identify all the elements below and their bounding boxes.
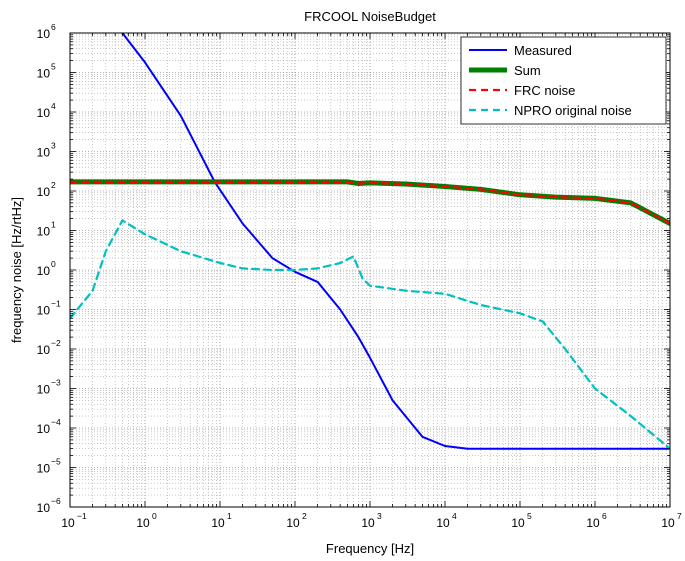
y-tick-label: 10 xyxy=(37,501,51,515)
x-tick-label: 10 xyxy=(661,516,675,530)
y-tick-exponent: 4 xyxy=(51,101,56,111)
y-tick-exponent: −4 xyxy=(51,417,61,427)
y-tick-label: 10 xyxy=(37,185,51,199)
y-tick-label: 10 xyxy=(37,383,51,397)
x-tick-exponent: 1 xyxy=(227,511,232,521)
legend: Measured Sum FRC noise NPRO original noise xyxy=(460,36,667,125)
y-tick-exponent: −1 xyxy=(51,299,61,309)
legend-label: Sum xyxy=(514,63,541,78)
x-tick-label: 10 xyxy=(511,516,525,530)
y-tick-label: 10 xyxy=(37,304,51,318)
y-tick-exponent: −2 xyxy=(51,338,61,348)
y-tick-label: 10 xyxy=(37,462,51,476)
y-tick-exponent: 1 xyxy=(51,220,56,230)
legend-label: NPRO original noise xyxy=(514,103,632,118)
x-tick-exponent: 3 xyxy=(377,511,382,521)
y-tick-label: 10 xyxy=(37,106,51,120)
legend-label: Measured xyxy=(514,43,572,58)
legend-label: FRC noise xyxy=(514,83,575,98)
y-tick-label: 10 xyxy=(37,343,51,357)
series-line-npro-original-noise xyxy=(70,219,670,450)
chart-title: FRCOOL NoiseBudget xyxy=(304,9,436,24)
x-tick-label: 10 xyxy=(211,516,225,530)
y-tick-label: 10 xyxy=(37,264,51,278)
series-line-measured xyxy=(121,33,670,450)
x-tick-exponent: 4 xyxy=(452,511,457,521)
x-axis-label: Frequency [Hz] xyxy=(326,541,414,556)
x-tick-label: 10 xyxy=(61,516,75,530)
x-tick-label: 10 xyxy=(436,516,450,530)
y-tick-label: 10 xyxy=(37,67,51,81)
x-tick-exponent: 6 xyxy=(602,511,607,521)
x-tick-label: 10 xyxy=(586,516,600,530)
y-tick-label: 10 xyxy=(37,225,51,239)
y-tick-exponent: 2 xyxy=(51,180,56,190)
y-tick-exponent: 0 xyxy=(51,259,56,269)
y-axis-label: frequency noise [Hz/rtHz] xyxy=(9,197,24,343)
y-tick-exponent: −5 xyxy=(51,457,61,467)
y-tick-exponent: 3 xyxy=(51,141,56,151)
y-tick-exponent: −3 xyxy=(51,378,61,388)
y-tick-exponent: 5 xyxy=(51,62,56,72)
y-tick-label: 10 xyxy=(37,27,51,41)
y-tick-exponent: −6 xyxy=(51,496,61,506)
x-tick-exponent: 2 xyxy=(302,511,307,521)
ticks: 10 −1 10 0 10 1 10 2 10 3 10 4 10 5 10 6 10 710 −610 −510 −4… xyxy=(37,22,682,530)
x-tick-exponent: 0 xyxy=(152,511,157,521)
y-tick-label: 10 xyxy=(37,146,51,160)
x-tick-label: 10 xyxy=(136,516,150,530)
x-tick-label: 10 xyxy=(286,516,300,530)
y-tick-exponent: 6 xyxy=(51,22,56,32)
x-tick-exponent: 7 xyxy=(677,511,682,521)
x-tick-label: 10 xyxy=(361,516,375,530)
x-tick-exponent: 5 xyxy=(527,511,532,521)
series-layer xyxy=(70,33,670,450)
y-tick-label: 10 xyxy=(37,422,51,436)
series-line-frc-noise xyxy=(70,180,670,225)
x-tick-exponent: −1 xyxy=(77,511,87,521)
